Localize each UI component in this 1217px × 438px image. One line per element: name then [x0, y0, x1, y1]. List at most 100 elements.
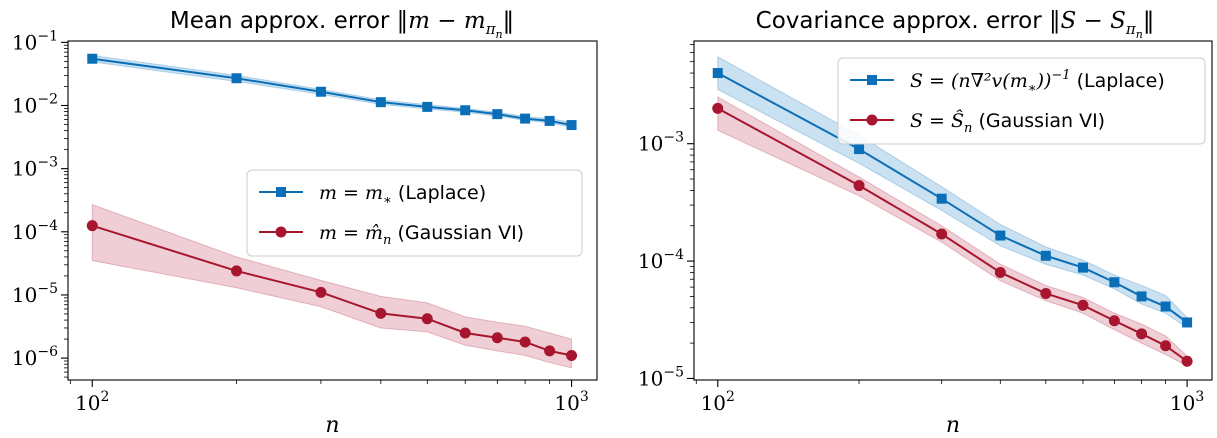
legend-math: S = Ŝ	[910, 109, 964, 132]
data-point	[231, 73, 242, 84]
y-tick-base: 10	[638, 132, 663, 156]
legend-marker-2	[275, 226, 287, 238]
data-point	[520, 113, 531, 124]
chart-title: Mean approx. error ‖m − mπn‖	[170, 8, 514, 41]
y-tick-exponent: −3	[37, 155, 58, 171]
y-tick-label: 10−3	[12, 155, 58, 181]
y-tick-label: 10−3	[638, 130, 684, 156]
data-point	[1136, 291, 1147, 302]
y-tick-label: 10−4	[638, 247, 684, 273]
y-tick-label: 10−5	[638, 364, 684, 390]
data-point	[422, 101, 433, 112]
y-tick-exponent: −1	[37, 28, 58, 44]
data-point	[231, 265, 243, 277]
data-point	[315, 286, 327, 298]
y-tick-base: 10	[12, 157, 37, 181]
y-tick-base: 10	[12, 30, 37, 54]
x-axis-label: n	[946, 413, 960, 438]
data-point	[1077, 299, 1089, 311]
legend-marker-1	[867, 75, 877, 85]
data-point	[853, 180, 865, 192]
legend-text: (Laplace)	[392, 182, 486, 204]
x-tick-label: 103	[554, 389, 588, 415]
data-point	[375, 307, 387, 319]
data-point	[994, 266, 1006, 278]
axes-frame	[693, 40, 1213, 381]
chart-title: Covariance approx. error ‖S − Sπn‖	[756, 8, 1155, 41]
data-point	[1160, 301, 1171, 312]
data-point	[421, 313, 433, 325]
y-tick-exponent: −3	[663, 130, 684, 146]
legend-text: (Gaussian VI)	[972, 110, 1105, 132]
legend-label-2: S = Ŝn (Gaussian VI)	[910, 109, 1105, 136]
confidence-band-series-1	[717, 55, 1188, 329]
chart-panel-1: Mean approx. error ‖m − mπn‖102 10310−610…	[12, 8, 598, 438]
y-tick-label: 10−4	[12, 218, 58, 244]
data-point	[492, 109, 503, 120]
data-point	[1136, 328, 1148, 340]
x-tick-label: 103	[1170, 389, 1204, 415]
x-tick-exponent: 2	[726, 389, 735, 405]
chart-panel-2: Covariance approx. error ‖S − Sπn‖102 103…	[638, 8, 1213, 438]
chart-title-text: Covariance approx. error	[756, 8, 1049, 34]
legend-box	[246, 169, 583, 257]
series-line-1	[717, 72, 1188, 324]
x-tick-exponent: 2	[101, 389, 110, 405]
data-point	[566, 349, 578, 361]
legend-math: S = (n∇²v(m	[910, 70, 1028, 92]
legend-box	[837, 57, 1206, 145]
data-point	[491, 332, 503, 344]
y-tick-exponent: −4	[37, 218, 58, 234]
legend-label-1: m = m∗ (Laplace)	[319, 182, 486, 208]
y-tick-exponent: −5	[37, 281, 58, 297]
y-tick-base: 10	[12, 283, 37, 307]
data-point	[1182, 317, 1193, 328]
legend-subscript: ∗	[1028, 81, 1037, 96]
y-tick-label: 10−2	[12, 91, 58, 117]
y-tick-exponent: −4	[663, 247, 684, 263]
y-tick-label: 10−5	[12, 281, 58, 307]
y-tick-base: 10	[638, 249, 663, 273]
data-point	[936, 193, 947, 204]
legend: m = m∗ (Laplace) m = m̂n (Gaussian VI)	[246, 169, 583, 257]
chart-title-subsubscript: n	[496, 28, 503, 41]
chart-title-close: ‖	[503, 8, 515, 34]
legend-math: m = m	[319, 182, 383, 204]
data-point	[995, 230, 1006, 241]
data-point	[1109, 277, 1120, 288]
y-tick-base: 10	[638, 366, 663, 390]
data-point	[1160, 340, 1172, 352]
y-tick-exponent: −6	[37, 344, 58, 360]
data-point	[1181, 355, 1193, 367]
y-tick-exponent: −5	[663, 364, 684, 380]
chart-title-text: Mean approx. error	[170, 8, 397, 34]
data-point	[86, 220, 98, 232]
data-point	[544, 345, 556, 357]
x-axis-label: n	[325, 413, 339, 438]
x-tick-base: 10	[554, 391, 579, 415]
plot-area	[712, 55, 1193, 367]
data-point	[936, 228, 948, 240]
plot-area	[86, 53, 578, 369]
data-point	[1077, 262, 1088, 273]
x-tick-exponent: 3	[580, 389, 589, 405]
legend: S = (n∇²v(m∗))−1 (Laplace) S = Ŝn (Gaussi…	[837, 57, 1206, 145]
legend-subscript: ∗	[383, 193, 392, 208]
data-point	[1040, 287, 1052, 299]
legend-label-1: S = (n∇²v(m∗))−1 (Laplace)	[910, 68, 1165, 96]
series-line-1	[92, 57, 572, 127]
data-point	[460, 105, 471, 116]
chart-title-close: ‖	[1143, 8, 1155, 34]
chart-title-math: ‖m − m	[397, 8, 486, 34]
chart-title-subscript: π	[485, 20, 497, 38]
legend-superscript: −1	[1051, 68, 1070, 83]
x-tick-base: 10	[75, 391, 100, 415]
y-tick-base: 10	[12, 93, 37, 117]
data-point	[1040, 250, 1051, 261]
y-tick-label: 10−6	[12, 344, 58, 370]
x-tick-label: 102	[701, 389, 735, 415]
data-point	[566, 120, 577, 131]
y-tick-exponent: −2	[37, 91, 58, 107]
legend-subscript: n	[964, 121, 972, 136]
